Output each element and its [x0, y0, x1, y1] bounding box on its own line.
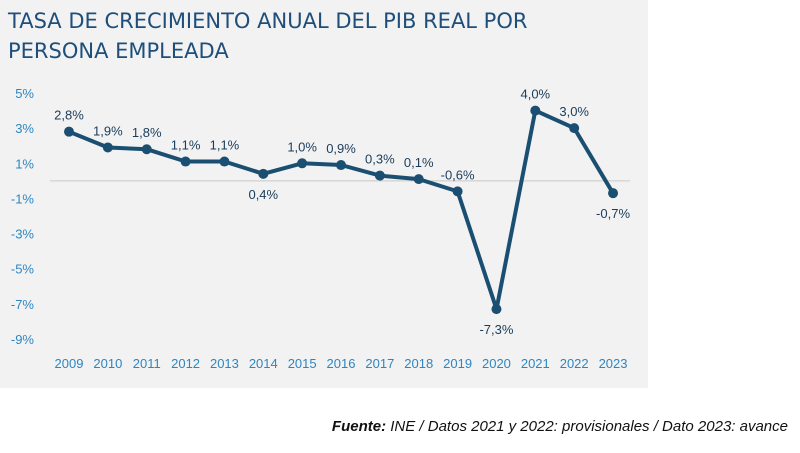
x-tick-label: 2010	[93, 356, 122, 371]
data-label: 0,9%	[326, 141, 356, 156]
data-label: -0,6%	[441, 167, 475, 182]
data-point	[102, 142, 113, 153]
data-label: 1,9%	[93, 123, 123, 138]
data-point	[141, 144, 152, 155]
data-point	[530, 105, 541, 116]
data-label: -7,3%	[479, 322, 513, 337]
data-label: 1,1%	[171, 138, 201, 153]
data-point	[219, 156, 230, 167]
data-label: 0,4%	[248, 187, 278, 202]
source-text: INE / Datos 2021 y 2022: provisionales /…	[386, 418, 788, 435]
data-label: 0,1%	[404, 155, 434, 170]
y-tick-label: -1%	[11, 191, 35, 206]
y-tick-label: 3%	[15, 121, 34, 136]
data-point	[258, 168, 269, 179]
source-note: Fuente: INE / Datos 2021 y 2022: provisi…	[332, 418, 788, 435]
chart-title-line-1: TASA DE CRECIMIENTO ANUAL DEL PIB REAL P…	[8, 9, 528, 33]
data-label: 0,3%	[365, 152, 395, 167]
x-tick-label: 2022	[560, 356, 589, 371]
chart-title: TASA DE CRECIMIENTO ANUAL DEL PIB REAL P…	[8, 6, 628, 66]
x-tick-label: 2012	[171, 356, 200, 371]
y-tick-label: -9%	[11, 332, 35, 347]
data-point	[297, 158, 308, 169]
data-label: 1,0%	[287, 139, 317, 154]
data-label: -0,7%	[596, 206, 630, 221]
chart-title-line-2: PERSONA EMPLEADA	[8, 39, 229, 63]
x-tick-label: 2009	[55, 356, 84, 371]
x-tick-label: 2021	[521, 356, 550, 371]
x-tick-label: 2018	[404, 356, 433, 371]
data-point	[374, 170, 385, 181]
x-tick-label: 2014	[249, 356, 278, 371]
data-point	[180, 156, 191, 167]
y-tick-label: -7%	[11, 297, 35, 312]
data-label: 1,8%	[132, 125, 162, 140]
data-point	[569, 123, 580, 134]
y-tick-label: -3%	[11, 227, 35, 242]
data-label: 2,8%	[54, 108, 84, 123]
y-tick-label: 5%	[15, 86, 34, 101]
x-tick-label: 2016	[327, 356, 356, 371]
data-point	[452, 186, 463, 197]
x-tick-label: 2011	[133, 356, 161, 371]
data-point	[64, 126, 74, 137]
y-tick-label: -5%	[11, 262, 35, 277]
data-point	[608, 188, 619, 199]
x-tick-label: 2013	[210, 356, 239, 371]
data-label: 1,1%	[210, 138, 240, 153]
data-point	[336, 160, 347, 171]
source-label: Fuente:	[331, 418, 387, 435]
y-tick-label: 1%	[15, 156, 34, 171]
x-tick-label: 2020	[482, 356, 511, 371]
data-label: 4,0%	[520, 87, 550, 102]
data-label: 3,0%	[559, 104, 589, 119]
data-point	[413, 174, 424, 185]
line-chart: 5% 3% 1% -1% -3% -5% -7% -9% 2009 2010 2011 2012 201…	[11, 86, 631, 371]
x-tick-label: 2023	[599, 356, 628, 371]
x-tick-label: 2015	[288, 356, 317, 371]
x-tick-label: 2019	[443, 356, 472, 371]
data-point	[491, 304, 502, 315]
chart-panel	[0, 0, 648, 388]
x-tick-label: 2017	[365, 356, 394, 371]
